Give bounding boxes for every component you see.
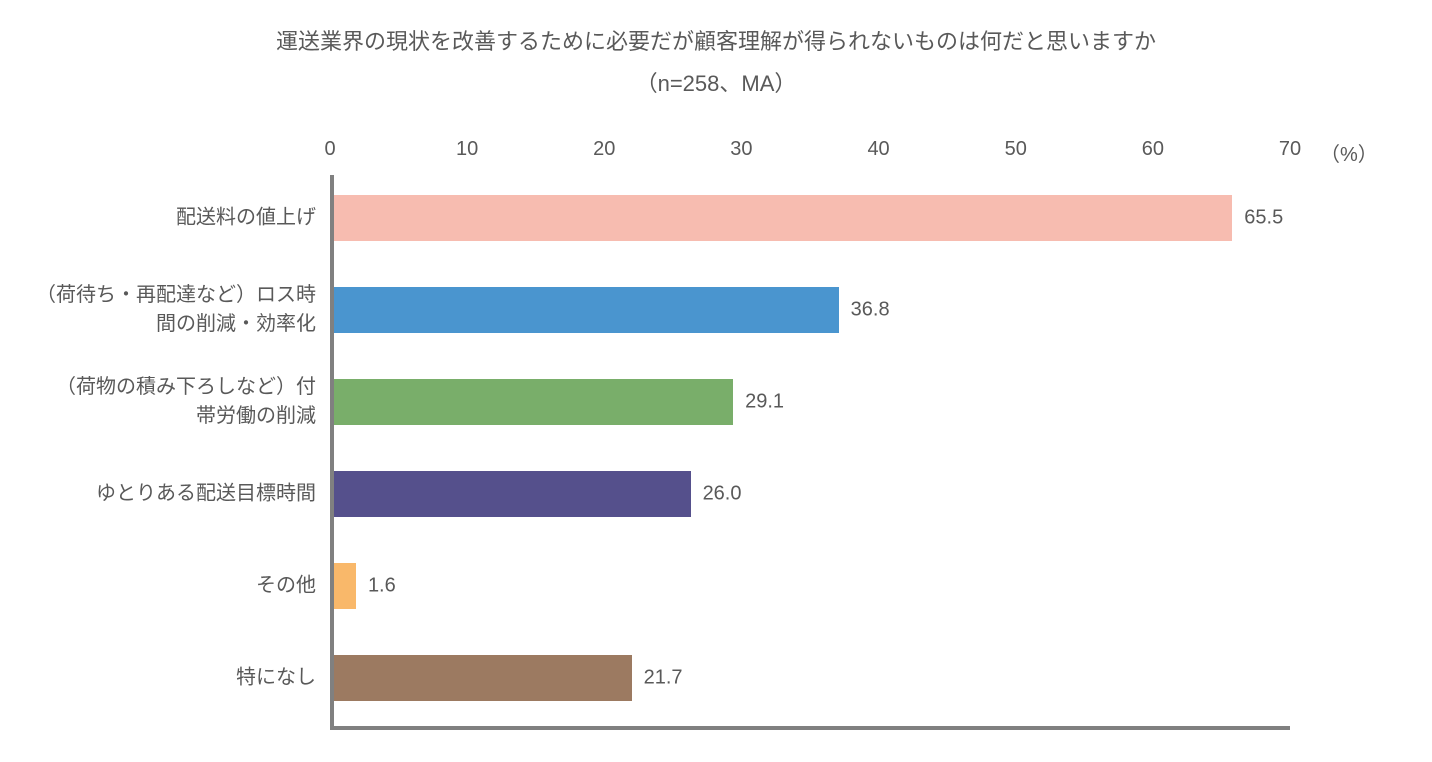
bar bbox=[334, 379, 733, 425]
x-axis-unit: （%） bbox=[1320, 138, 1378, 167]
x-tick-label: 10 bbox=[456, 138, 478, 161]
bar bbox=[334, 195, 1232, 241]
bar-label: その他 bbox=[20, 572, 330, 601]
x-tick-label: 20 bbox=[593, 138, 615, 161]
bar-label: （荷待ち・再配達など）ロス時間の削減・効率化 bbox=[20, 281, 330, 339]
bar bbox=[334, 563, 356, 609]
bar-value: 21.7 bbox=[632, 667, 683, 690]
y-axis-line bbox=[330, 175, 334, 730]
x-tick-label: 50 bbox=[1005, 138, 1027, 161]
bar-row: （荷待ち・再配達など）ロス時間の削減・効率化36.8 bbox=[330, 287, 1290, 333]
bar-label: 特になし bbox=[20, 664, 330, 693]
bar bbox=[334, 471, 691, 517]
bar-label: ゆとりある配送目標時間 bbox=[20, 480, 330, 509]
bar-row: 特になし21.7 bbox=[330, 655, 1290, 701]
x-tick-label: 30 bbox=[730, 138, 752, 161]
bar-row: その他1.6 bbox=[330, 563, 1290, 609]
chart-title-line1: 運送業界の現状を改善するために必要だが顧客理解が得られないものは何だと思いますか bbox=[0, 24, 1432, 56]
bar-value: 36.8 bbox=[839, 299, 890, 322]
bar bbox=[334, 287, 839, 333]
plot-area: 配送料の値上げ65.5 （荷待ち・再配達など）ロス時間の削減・効率化36.8 （荷物… bbox=[330, 175, 1290, 730]
x-tick-label: 0 bbox=[324, 138, 335, 161]
chart-container: 運送業界の現状を改善するために必要だが顧客理解が得られないものは何だと思いますか… bbox=[0, 0, 1432, 762]
bar-row: （荷物の積み下ろしなど）付帯労働の削減29.1 bbox=[330, 379, 1290, 425]
bar-value: 26.0 bbox=[691, 483, 742, 506]
x-tick-label: 70 bbox=[1279, 138, 1301, 161]
bar-value: 29.1 bbox=[733, 391, 784, 414]
bar-value: 65.5 bbox=[1232, 207, 1283, 230]
x-tick-label: 60 bbox=[1142, 138, 1164, 161]
bar-value: 1.6 bbox=[356, 575, 396, 598]
bar-label: 配送料の値上げ bbox=[20, 204, 330, 233]
bar-row: ゆとりある配送目標時間26.0 bbox=[330, 471, 1290, 517]
x-axis-line bbox=[330, 726, 1290, 730]
bar-row: 配送料の値上げ65.5 bbox=[330, 195, 1290, 241]
x-tick-label: 40 bbox=[867, 138, 889, 161]
bar-label: （荷物の積み下ろしなど）付帯労働の削減 bbox=[20, 373, 330, 431]
bar bbox=[334, 655, 632, 701]
chart-title-line2: （n=258、MA） bbox=[0, 66, 1432, 98]
